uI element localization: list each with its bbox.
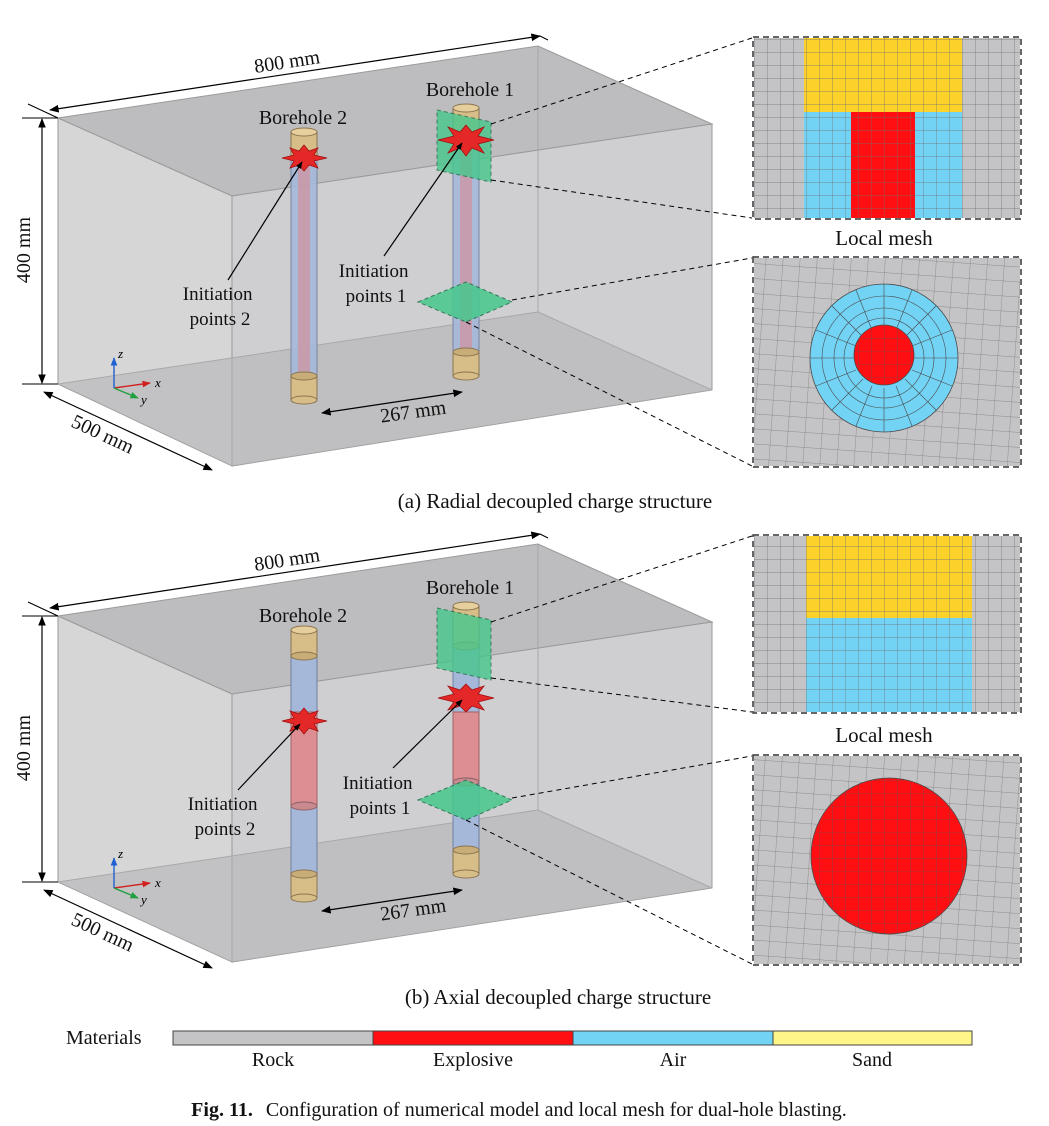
- height-label: 400 mm: [13, 217, 35, 284]
- borehole-2-label: Borehole 2: [259, 107, 347, 129]
- horizontal-section-patch: [416, 281, 514, 323]
- depth-dimension: [43, 391, 213, 471]
- initiation-point-1-star: [437, 124, 495, 157]
- local-mesh-horizontal-b: [754, 756, 1020, 964]
- legend-title: Materials: [66, 1027, 142, 1049]
- figure-number: Fig. 11.: [191, 1099, 253, 1121]
- depth-dimension: [43, 889, 213, 969]
- svg-text:x: x: [154, 375, 161, 390]
- panel-a: 800 mm 400 mm 500 mm 267 mm Borehole 2 B…: [13, 33, 1022, 513]
- panel-b-caption: (b) Axial decoupled charge structure: [405, 985, 711, 1009]
- width-dimension: [49, 33, 541, 113]
- axis-triad: x y z: [110, 846, 161, 907]
- vertical-section-patch: [436, 607, 492, 681]
- rock-block-3d: [56, 543, 714, 963]
- legend-label-explosive: Explosive: [433, 1049, 513, 1071]
- borehole-2: [290, 625, 318, 903]
- depth-label: 500 mm: [68, 411, 138, 459]
- initiation-point-2-star: [281, 707, 328, 735]
- figure-caption: Fig. 11. Configuration of numerical mode…: [191, 1099, 847, 1121]
- svg-text:y: y: [139, 892, 147, 907]
- legend-swatch-sand: [772, 1030, 973, 1046]
- borehole-2: [290, 127, 318, 405]
- initiation-points-1-label: Initiation points 1: [339, 261, 413, 307]
- local-mesh-label: Local mesh: [835, 226, 933, 250]
- height-label: 400 mm: [13, 715, 35, 782]
- svg-text:y: y: [139, 392, 147, 407]
- initiation-points-1-label: Initiation points 1: [343, 773, 417, 819]
- local-mesh-vertical-b: [754, 536, 1020, 712]
- legend-label-air: Air: [660, 1049, 687, 1071]
- legend-swatch-explosive: [372, 1030, 574, 1046]
- svg-text:x: x: [154, 875, 161, 890]
- panel-a-caption: (a) Radial decoupled charge structure: [398, 489, 712, 513]
- panel-b: 800 mm 400 mm 500 mm 267 mm Borehole 2 B…: [13, 531, 1022, 1009]
- borehole-1-label: Borehole 1: [426, 79, 514, 101]
- legend-swatch-air: [572, 1030, 774, 1046]
- horizontal-section-patch: [416, 779, 514, 821]
- legend-label-sand: Sand: [852, 1049, 892, 1071]
- spacing-dimension: [321, 887, 463, 914]
- svg-text:z: z: [117, 846, 123, 861]
- initiation-point-1-star: [437, 683, 495, 713]
- local-mesh-vertical-a: [754, 38, 1020, 218]
- borehole-1-label: Borehole 1: [426, 577, 514, 599]
- depth-label: 500 mm: [68, 909, 138, 957]
- initiation-point-2-star: [281, 144, 328, 172]
- borehole-2-label: Borehole 2: [259, 605, 347, 627]
- legend-label-rock: Rock: [252, 1049, 294, 1071]
- legend-swatch-rock: [172, 1030, 374, 1046]
- local-mesh-label: Local mesh: [835, 723, 933, 747]
- materials-legend: Materials Rock Explosive Air Sand: [66, 1027, 973, 1071]
- spacing-dimension: [321, 389, 463, 416]
- width-label: 800 mm: [253, 544, 322, 576]
- initiation-points-2-label: Initiation points 2: [183, 284, 257, 330]
- figure-caption-text: Configuration of numerical model and loc…: [266, 1099, 847, 1121]
- width-dimension: [49, 531, 541, 611]
- svg-text:z: z: [117, 346, 123, 361]
- width-label: 800 mm: [253, 46, 322, 78]
- initiation-points-2-label: Initiation points 2: [188, 794, 262, 840]
- axis-triad: x y z: [110, 346, 161, 407]
- local-mesh-horizontal-a: [754, 258, 1020, 466]
